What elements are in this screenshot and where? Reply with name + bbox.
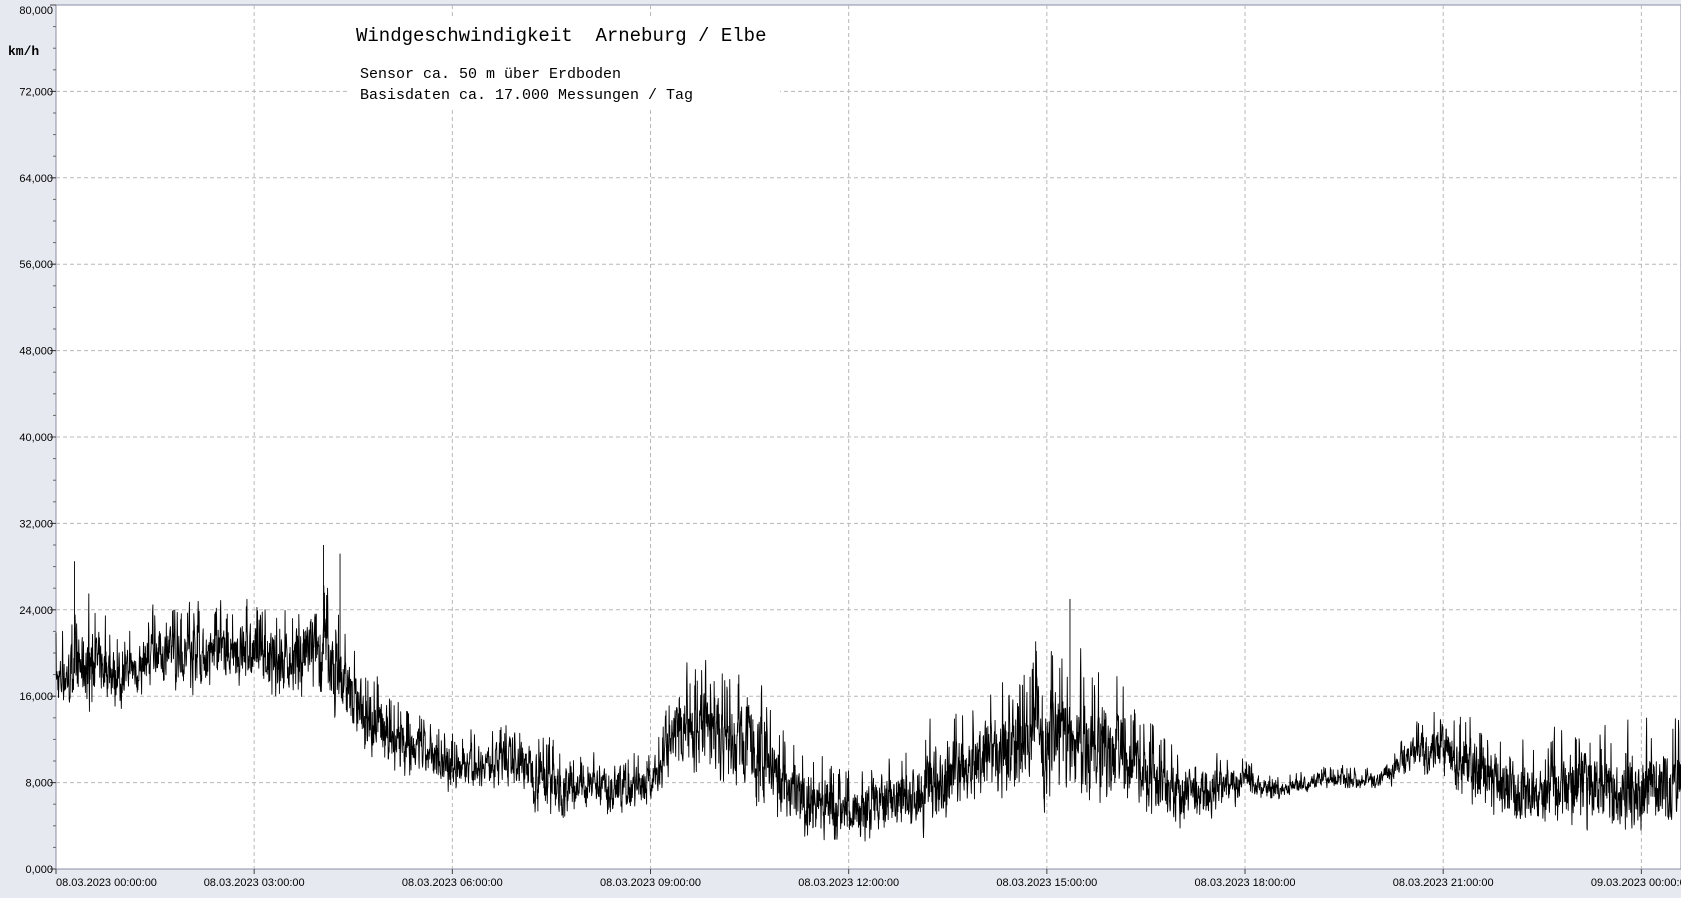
y-tick-label: 48,000 [19,346,53,358]
chart-title: Windgeschwindigkeit Arneburg / Elbe [356,25,766,47]
x-tick-label: 08.03.2023 06:00:00 [402,877,503,889]
grid-lines [56,5,1681,869]
series-line [55,545,1681,842]
y-tick-label: 16,000 [19,691,53,703]
x-tick-label: 08.03.2023 15:00:00 [996,877,1097,889]
series-windspeed [55,545,1681,842]
y-tick-label: 8,000 [25,778,53,790]
y-tick-label: 64,000 [19,173,53,185]
chart-subtitle-sensor: Sensor ca. 50 m über Erdboden [360,66,621,83]
y-tick-label: 72,000 [19,86,53,98]
y-tick-label: 56,000 [19,259,53,271]
title-backdrop [350,18,780,108]
x-tick-label: 08.03.2023 00:00:00 [56,877,157,889]
chart-subtitle-basisdaten: Basisdaten ca. 17.000 Messungen / Tag [360,87,693,104]
y-axis-label: km/h [8,44,39,59]
y-tick-label: 80,000 [19,5,53,17]
x-tick-label: 08.03.2023 21:00:00 [1393,877,1494,889]
x-axis-ticks: 08.03.2023 00:00:00 08.03.2023 03:00:00 08… [55,869,1681,889]
y-tick-label: 24,000 [19,605,53,617]
x-tick-label: 08.03.2023 12:00:00 [798,877,899,889]
y-tick-label: 0,000 [25,864,53,876]
x-tick-label: 09.03.2023 00:00:00 [1591,877,1681,889]
y-axis-ticks: 0,000 8,000 16,000 24,000 32,000 40,000 48,000… [19,4,56,876]
y-tick-label: 32,000 [19,518,53,530]
x-tick-label: 08.03.2023 03:00:00 [204,877,305,889]
x-tick-label: 08.03.2023 09:00:00 [600,877,701,889]
y-tick-label: 40,000 [19,432,53,444]
x-tick-label: 08.03.2023 18:00:00 [1195,877,1296,889]
